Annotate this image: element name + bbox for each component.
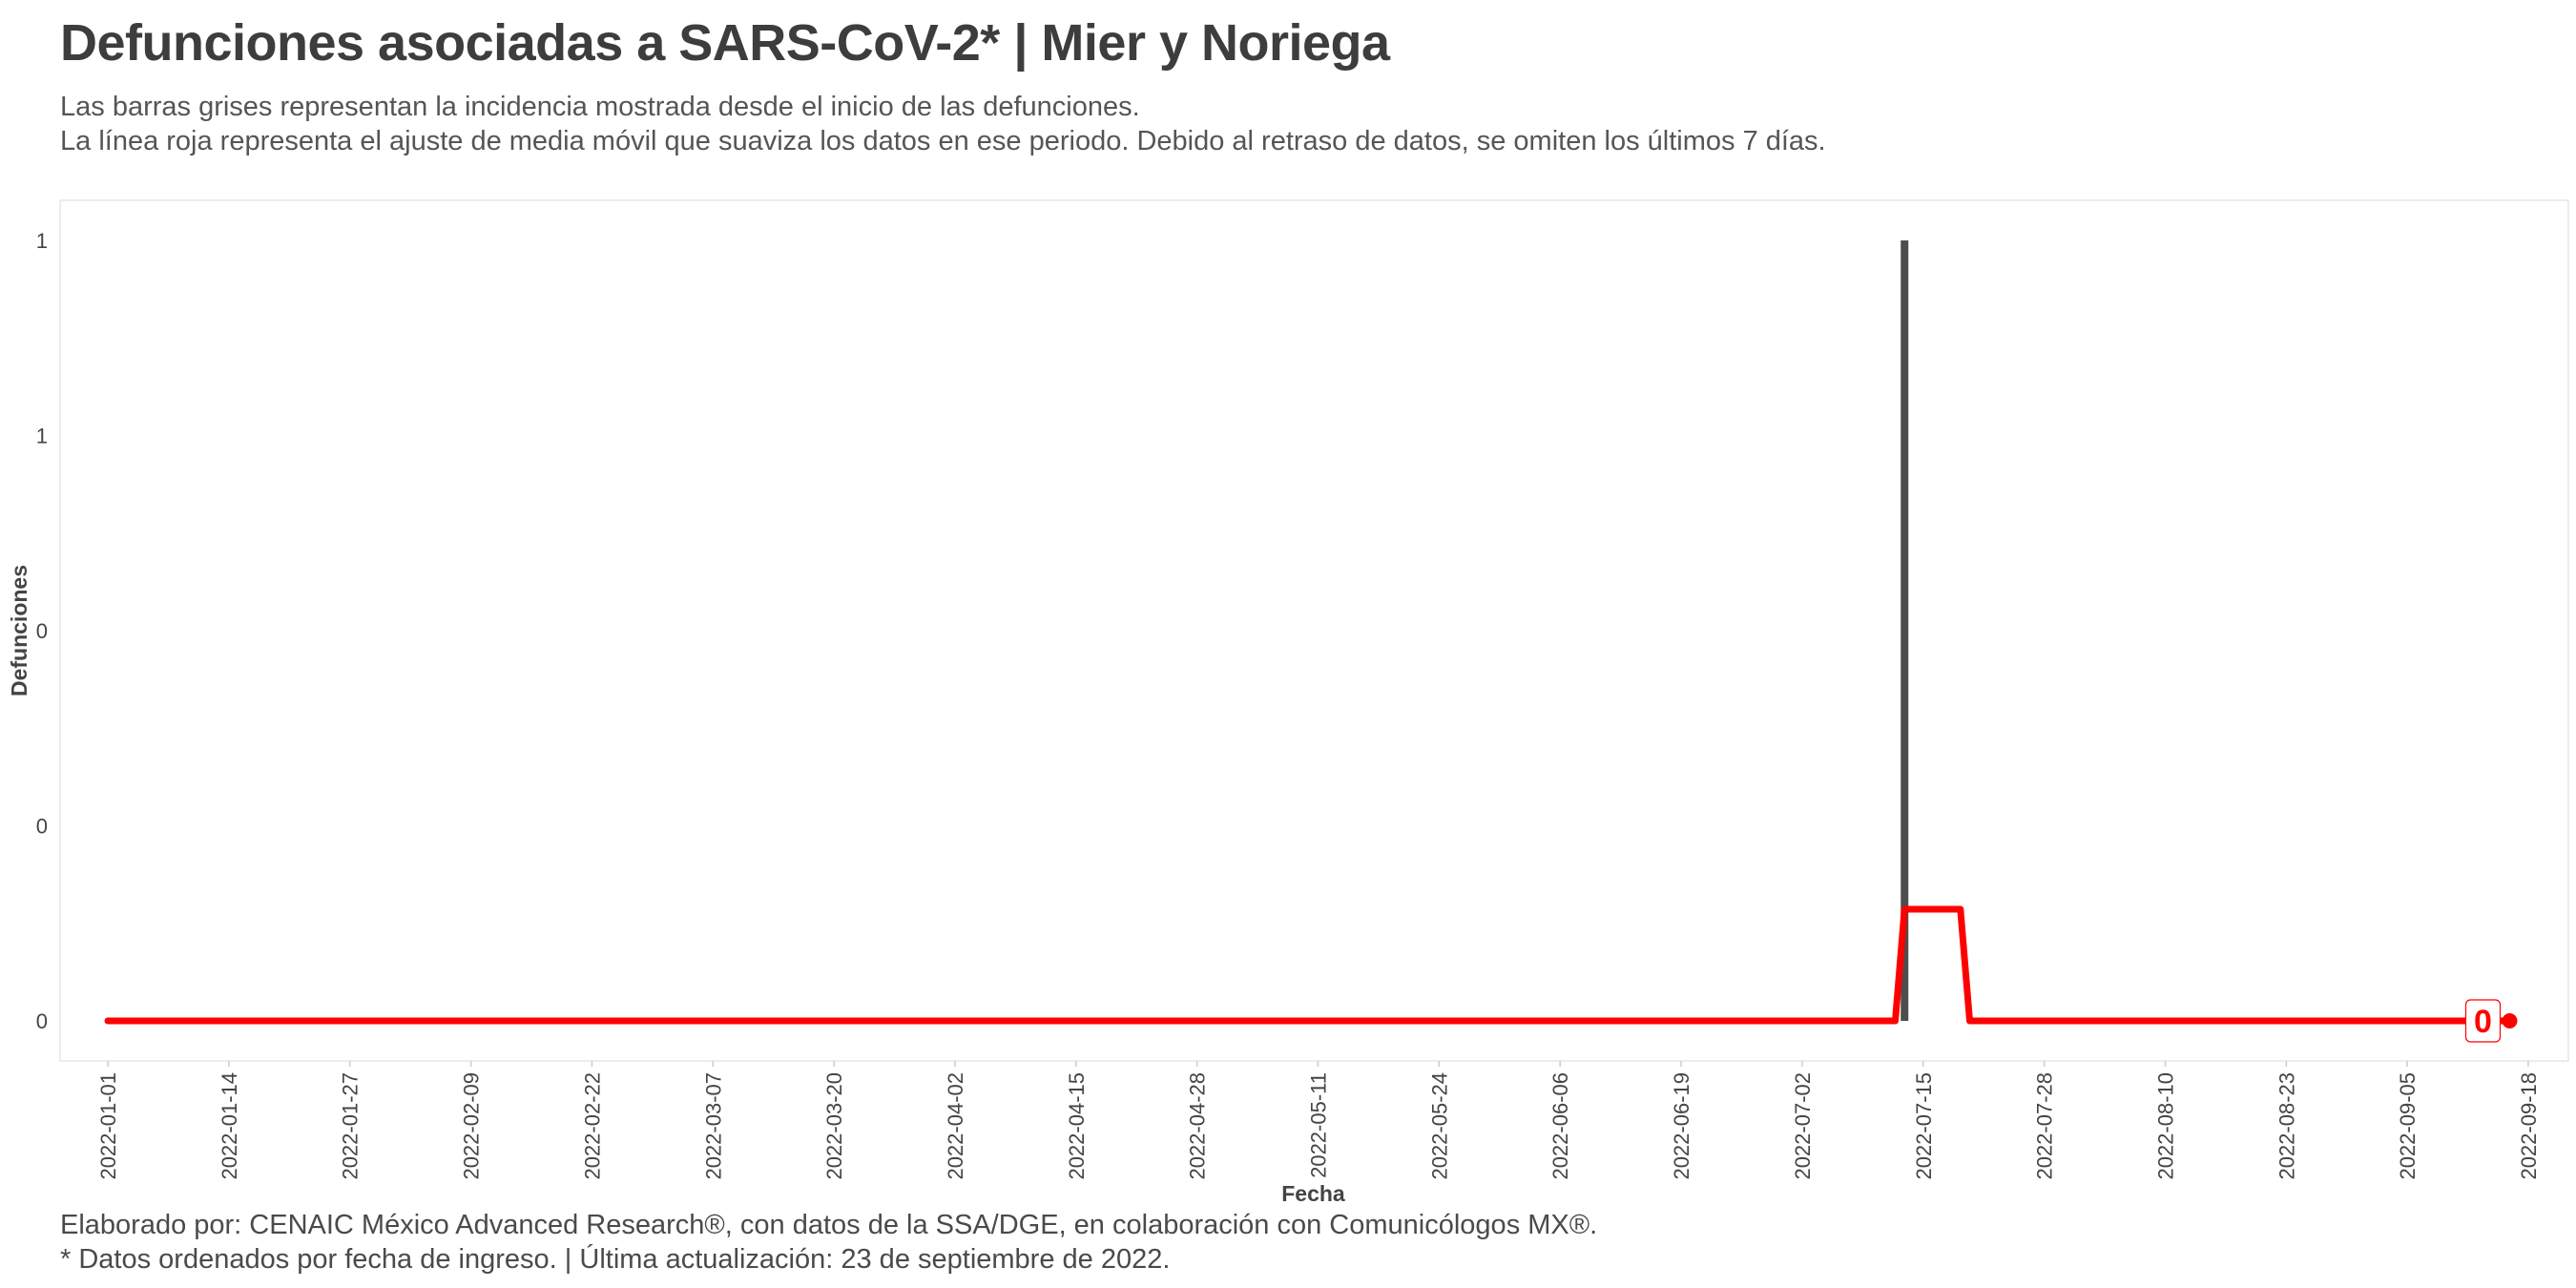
x-axis-label: Fecha bbox=[1281, 1181, 1345, 1206]
chart-title: Defunciones asociadas a SARS-CoV-2* | Mi… bbox=[60, 14, 1390, 72]
y-tick-label: 0 bbox=[36, 815, 48, 839]
x-axis-ticks: 2022-01-01 2022-01-14 2022-01-27 2022-02-09… bbox=[96, 1061, 2541, 1180]
chart-subtitle-line-1: Las barras grises representan la inciden… bbox=[60, 92, 1140, 122]
y-tick-label: 0 bbox=[36, 619, 48, 643]
x-tick-label: 2022-07-15 bbox=[1912, 1072, 1936, 1180]
y-tick-label: 0 bbox=[36, 1009, 48, 1033]
x-tick-label: 2022-04-02 bbox=[944, 1072, 967, 1180]
x-tick-label: 2022-08-23 bbox=[2275, 1072, 2298, 1180]
plot-panel bbox=[59, 199, 2569, 1062]
end-value-label: 0 bbox=[2474, 1004, 2492, 1040]
x-tick-label: 2022-06-06 bbox=[1548, 1072, 1572, 1180]
x-tick-label: 2022-08-10 bbox=[2153, 1072, 2177, 1180]
caption-line-1: Elaborado por: CENAIC México Advanced Re… bbox=[60, 1210, 1598, 1240]
x-tick-label: 2022-06-19 bbox=[1670, 1072, 1693, 1180]
x-tick-label: 2022-05-11 bbox=[1307, 1072, 1331, 1178]
x-tick-label: 2022-01-01 bbox=[96, 1072, 120, 1180]
y-axis-label: Defunciones bbox=[7, 565, 31, 696]
moving-average-end-point bbox=[2502, 1013, 2518, 1028]
chart-subtitle-line-2: La línea roja representa el ajuste de me… bbox=[60, 126, 1826, 156]
x-tick-label: 2022-04-28 bbox=[1186, 1072, 1210, 1180]
y-tick-label: 1 bbox=[36, 229, 48, 253]
x-tick-label: 2022-03-20 bbox=[822, 1072, 846, 1180]
x-tick-label: 2022-02-09 bbox=[460, 1072, 484, 1180]
x-tick-label: 2022-02-22 bbox=[580, 1072, 604, 1180]
x-tick-label: 2022-07-02 bbox=[1791, 1072, 1815, 1180]
x-tick-label: 2022-03-07 bbox=[701, 1072, 725, 1180]
end-label-box bbox=[2464, 999, 2502, 1043]
x-tick-label: 2022-09-05 bbox=[2396, 1072, 2420, 1180]
x-tick-label: 2022-05-24 bbox=[1427, 1072, 1451, 1180]
x-tick-label: 2022-09-18 bbox=[2517, 1072, 2541, 1180]
x-tick-label: 2022-04-15 bbox=[1065, 1072, 1089, 1180]
moving-average-group: 0 bbox=[104, 905, 2518, 1043]
bar bbox=[1901, 240, 1909, 1021]
x-tick-label: 2022-01-27 bbox=[339, 1072, 363, 1180]
bars-group bbox=[1901, 240, 1909, 1021]
moving-average-line bbox=[104, 905, 2513, 1025]
x-tick-label: 2022-01-14 bbox=[218, 1072, 241, 1180]
caption-line-2: * Datos ordenados por fecha de ingreso. … bbox=[60, 1244, 1171, 1275]
y-axis-ticks: 0 0 0 1 1 bbox=[36, 229, 48, 1033]
y-tick-label: 1 bbox=[36, 425, 48, 448]
x-tick-label: 2022-07-28 bbox=[2033, 1072, 2057, 1180]
